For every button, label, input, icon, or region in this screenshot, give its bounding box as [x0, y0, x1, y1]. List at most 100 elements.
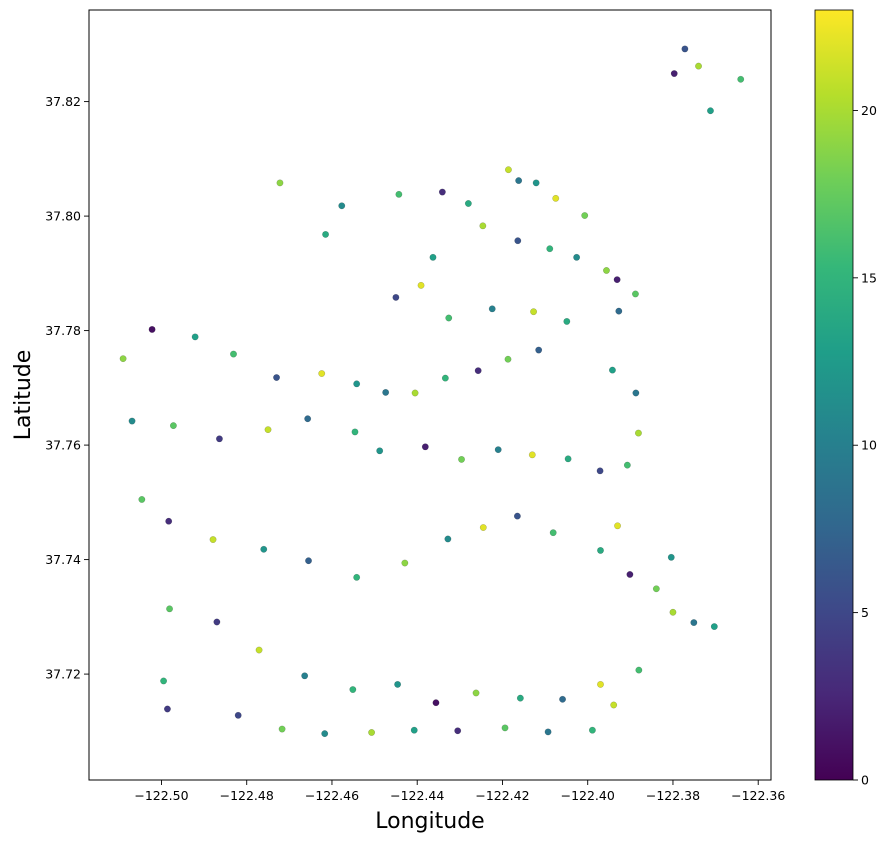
data-point	[305, 557, 312, 565]
data-point	[392, 293, 400, 301]
data-point	[318, 370, 326, 377]
x-tick-label: −122.42	[475, 788, 529, 803]
data-point	[472, 689, 480, 697]
data-point	[681, 45, 689, 53]
data-point	[128, 417, 136, 425]
y-tick-label: 37.72	[45, 667, 81, 682]
data-point	[464, 200, 472, 207]
data-point	[353, 573, 361, 581]
data-point	[166, 605, 173, 613]
data-point	[530, 308, 537, 316]
data-point	[535, 346, 543, 354]
data-point	[394, 680, 402, 688]
data-point	[349, 686, 357, 693]
data-point	[209, 536, 217, 543]
y-tick-label: 37.80	[45, 209, 81, 224]
data-point	[382, 389, 390, 396]
data-point	[501, 724, 509, 732]
data-point	[635, 429, 642, 437]
data-point	[322, 231, 329, 238]
data-point	[138, 496, 146, 503]
colorbar	[814, 9, 854, 781]
data-point	[479, 222, 487, 230]
data-point	[513, 512, 521, 520]
data-point	[549, 529, 557, 537]
data-point	[338, 202, 346, 210]
data-point	[516, 694, 524, 702]
data-point	[614, 522, 621, 530]
data-point	[301, 672, 309, 680]
data-point	[652, 585, 660, 593]
x-tick-label: −122.50	[134, 788, 188, 803]
data-point	[474, 367, 482, 375]
data-point	[504, 355, 512, 363]
data-point	[444, 535, 452, 543]
data-point	[454, 727, 462, 735]
data-point	[610, 701, 618, 709]
colorbar-tick-label: 10	[861, 438, 877, 453]
data-point	[514, 237, 522, 245]
data-point	[669, 608, 677, 616]
data-point	[609, 366, 616, 374]
data-point	[213, 618, 221, 626]
data-point	[273, 374, 280, 381]
data-point	[581, 212, 589, 219]
data-point	[255, 646, 263, 654]
y-tick-label: 37.76	[45, 438, 81, 453]
data-point	[635, 666, 643, 674]
data-point	[532, 179, 540, 187]
data-point	[632, 290, 639, 298]
x-tick-label: −122.38	[646, 788, 700, 803]
data-point	[234, 711, 242, 719]
data-point	[148, 326, 156, 333]
data-point	[432, 699, 440, 707]
colorbar-axis: 0 5 10 15 20	[853, 103, 877, 788]
data-point	[230, 350, 237, 358]
data-point	[596, 467, 604, 475]
data-point	[411, 389, 419, 397]
x-axis: −122.50 −122.48 −122.46 −122.44 −122.42 −122.…	[134, 780, 785, 803]
x-tick-label: −122.46	[305, 788, 359, 803]
data-point	[264, 426, 272, 434]
data-point	[458, 456, 465, 463]
data-point	[169, 422, 177, 430]
data-point	[429, 253, 437, 261]
colorbar-tick-label: 5	[861, 605, 869, 620]
data-point	[552, 194, 560, 202]
data-point	[445, 314, 453, 322]
data-point	[597, 680, 604, 688]
y-tick-label: 37.74	[45, 552, 81, 567]
data-point	[351, 428, 359, 436]
y-tick-label: 37.82	[45, 94, 81, 109]
data-point	[410, 726, 418, 734]
data-point	[160, 677, 167, 685]
data-point	[494, 446, 502, 454]
data-point	[737, 75, 745, 83]
data-point	[395, 190, 403, 198]
data-point	[421, 443, 429, 451]
data-point	[304, 415, 312, 423]
data-point	[278, 725, 286, 733]
data-point	[670, 70, 678, 77]
data-point	[376, 447, 384, 455]
data-point	[626, 571, 634, 578]
colorbar-tick-label: 15	[861, 270, 877, 285]
data-point	[563, 318, 571, 325]
data-point	[505, 166, 512, 174]
data-point	[544, 728, 552, 736]
y-tick-label: 37.78	[45, 323, 81, 338]
data-point	[515, 177, 523, 185]
data-point	[417, 281, 425, 289]
data-point	[479, 524, 487, 531]
data-point	[119, 355, 127, 363]
data-point	[441, 374, 449, 382]
x-tick-label: −122.40	[561, 788, 615, 803]
data-point	[321, 730, 329, 738]
data-point	[165, 517, 173, 525]
x-tick-label: −122.44	[390, 788, 444, 803]
data-point	[368, 729, 375, 736]
data-point	[615, 307, 623, 315]
data-point	[707, 107, 714, 115]
data-point	[613, 276, 621, 284]
